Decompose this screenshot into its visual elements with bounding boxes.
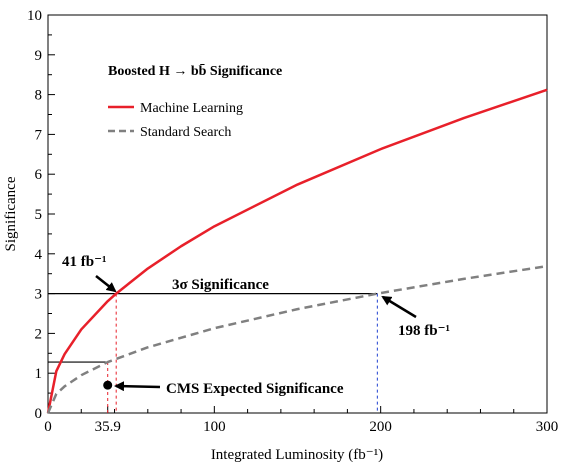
- y-tick-label: 5: [35, 207, 43, 223]
- x-tick-label: 300: [536, 419, 559, 435]
- y-tick-label: 6: [35, 167, 43, 183]
- series-standard-search-line: [46, 264, 548, 414]
- legend-label-standard-search: Standard Search: [140, 125, 231, 140]
- sigma3-label: 3σ Significance: [172, 277, 269, 293]
- arrow-cms-expected: [114, 381, 161, 392]
- series-layer: [46, 88, 548, 414]
- legend-title: Boosted H → bb̄ Significance: [108, 63, 282, 79]
- y-tick-label: 8: [35, 88, 43, 104]
- y-tick-label: 4: [35, 247, 43, 263]
- y-tick-label: 0: [35, 406, 43, 422]
- legend-label-machine-learning: Machine Learning: [140, 101, 243, 116]
- y-tick-label: 7: [35, 127, 43, 143]
- y-tick-label: 3: [35, 287, 43, 303]
- y-tick-label: 2: [35, 326, 43, 342]
- x-tick-label: 100: [203, 419, 226, 435]
- y-axis-title: Significance: [3, 176, 19, 251]
- y-axis-ticks: 0 1 2 3 4 5 6 7 8 9 10: [27, 8, 55, 422]
- annotation-cms-expected: CMS Expected Significance: [166, 381, 344, 397]
- x-tick-label: 35.9: [95, 419, 121, 435]
- annotation-198-fb: 198 fb⁻¹: [398, 323, 450, 339]
- arrow-198-fb: [381, 295, 417, 319]
- y-tick-label: 9: [35, 48, 43, 64]
- y-tick-label: 1: [35, 366, 43, 382]
- x-axis-title: Integrated Luminosity (fb⁻¹): [211, 447, 383, 463]
- cms-expected-point: [103, 380, 113, 390]
- arrow-41-fb: [95, 275, 117, 293]
- series-machine-learning-line: [46, 88, 548, 414]
- y-tick-label: 10: [27, 8, 42, 24]
- x-axis-ticks: 0 35.9 100 200 300: [44, 406, 558, 435]
- x-tick-label: 0: [44, 419, 52, 435]
- x-tick-label: 200: [369, 419, 392, 435]
- annotation-41-fb: 41 fb⁻¹: [62, 254, 107, 270]
